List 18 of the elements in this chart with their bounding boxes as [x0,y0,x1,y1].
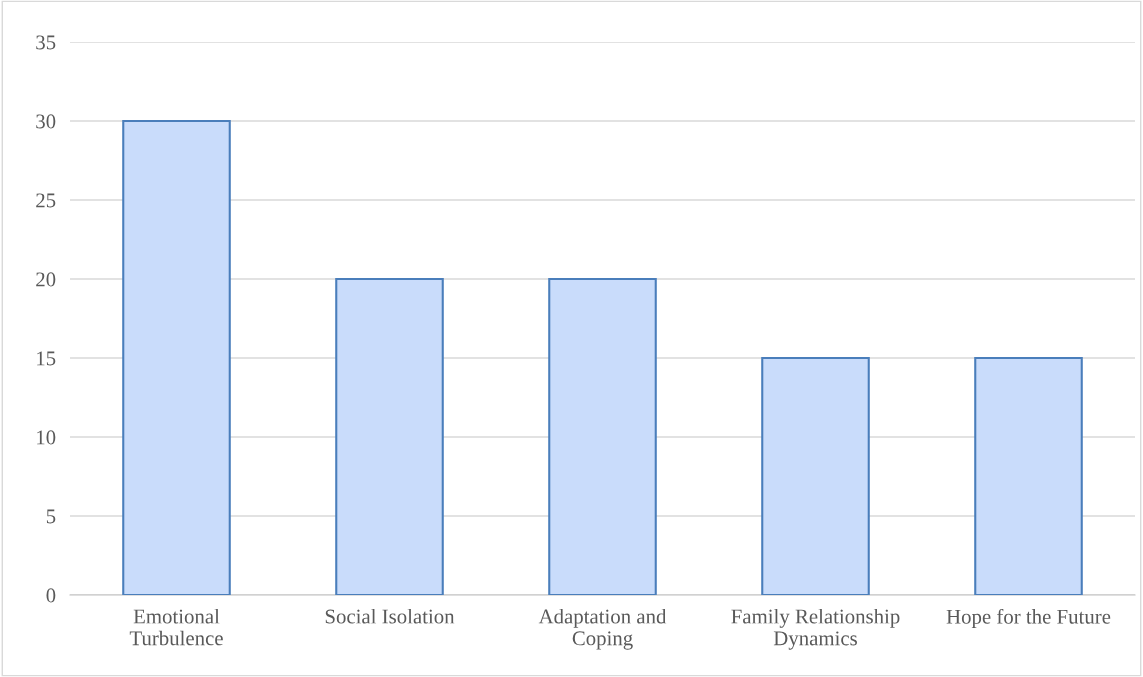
bar [974,356,1083,595]
x-tick-label: Hope for the Future [946,608,1111,628]
bar [761,356,870,595]
y-tick-label: 20 [36,272,56,287]
y-tick-label: 10 [37,430,56,445]
y-tick-label: 0 [46,588,56,603]
y-tick-label: 5 [46,509,56,524]
x-tick-label: Family Relationship Dynamics [731,608,900,650]
x-tick-label: Adaptation and Coping [538,608,667,650]
bar [548,277,657,595]
y-tick-label: 30 [36,114,56,129]
y-tick-label: 15 [37,351,56,366]
y-tick-label: 25 [36,193,56,208]
x-tick-label: Emotional Turbulence [129,608,223,646]
bar [335,277,444,595]
y-tick-label: 35 [36,35,56,50]
x-tick-label: Social Isolation [325,608,455,624]
bar [122,119,231,595]
